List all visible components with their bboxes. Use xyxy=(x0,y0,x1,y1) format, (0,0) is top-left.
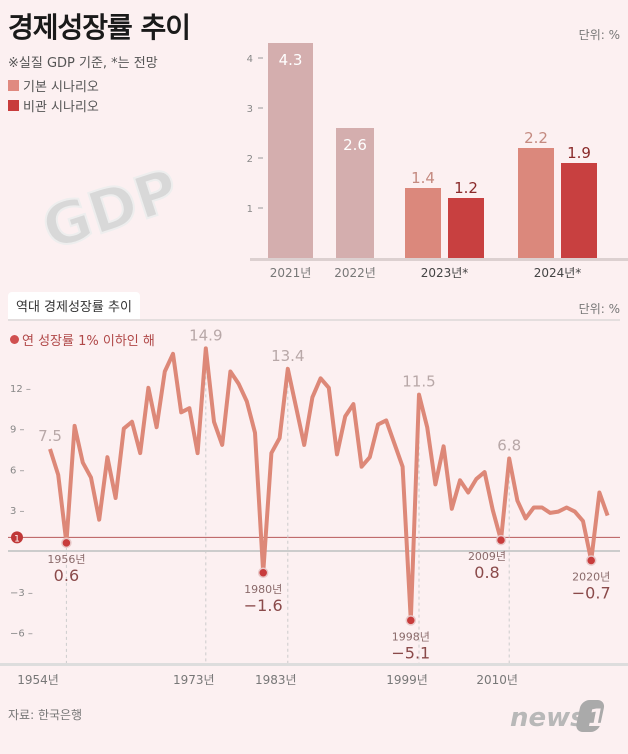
growth-line xyxy=(48,346,610,623)
legend-label: 비관 시나리오 xyxy=(23,100,99,115)
y-tick-label: 3 xyxy=(247,104,253,115)
low-year-dot xyxy=(585,555,597,566)
bar-pessimistic xyxy=(561,163,597,258)
bar-value-label: 4.3 xyxy=(279,51,303,69)
y-tick-label: 9 – xyxy=(10,425,25,436)
low-year-dot xyxy=(405,615,417,626)
peak-label: 6.8 xyxy=(497,437,521,455)
legend-pess: 비관 시나리오 xyxy=(8,96,99,115)
y-tick-label: −3 – xyxy=(10,588,33,599)
low-year-label: 1956년 xyxy=(47,553,85,566)
low-value-label: −0.7 xyxy=(572,584,611,603)
x-category-label: 2021년 xyxy=(270,266,312,280)
y-tick-label: 2 xyxy=(247,154,253,165)
x-tick-label: 1983년 xyxy=(255,673,297,687)
unit-label: 단위: % xyxy=(578,302,620,316)
peak-label: 13.4 xyxy=(271,347,304,365)
legend-swatch-base xyxy=(8,80,19,91)
x-category-label: 2024년* xyxy=(534,266,582,280)
y-tick-label: −6 – xyxy=(10,629,33,640)
legend-label: 기본 시나리오 xyxy=(23,80,99,95)
source: 자료: 한국은행 xyxy=(8,708,83,722)
low-year-label: 2009년 xyxy=(468,550,506,563)
bar-value-label: 2.2 xyxy=(524,129,548,147)
y-tick-label: 3 – xyxy=(10,506,25,517)
bar-value-label: 2.6 xyxy=(343,136,367,154)
x-category-label: 2022년 xyxy=(334,266,376,280)
x-tick-label: 1954년 xyxy=(17,673,59,687)
bar-baseline xyxy=(250,258,628,261)
gdp-graphic: GDP xyxy=(34,156,187,263)
bar-base xyxy=(268,43,313,258)
low-year-dot xyxy=(257,567,269,579)
y-tick-label: 4 xyxy=(247,54,253,65)
x-tick-label: 1973년 xyxy=(173,673,215,687)
unit-label: 단위: % xyxy=(578,28,620,42)
low-year-dot xyxy=(495,534,507,546)
bar-value-label: 1.4 xyxy=(411,169,435,187)
bar-value-label: 1.9 xyxy=(567,144,591,162)
y-tick-label: 12 – xyxy=(10,384,31,395)
bar-value-label: 1.2 xyxy=(454,179,478,197)
low-value-label: −1.6 xyxy=(244,596,283,615)
legend-label: 연 성장률 1% 이하인 해 xyxy=(22,334,155,349)
low-year-dot xyxy=(61,537,72,549)
bar-base xyxy=(518,148,554,258)
y-tick-label: 1 xyxy=(247,204,253,215)
bar-base xyxy=(336,128,374,258)
peak-label: 14.9 xyxy=(189,326,222,344)
logo-graphic: news 1 xyxy=(510,700,605,733)
x-axis-line xyxy=(0,663,628,666)
peak-label: 7.5 xyxy=(38,427,62,445)
peak-label: 11.5 xyxy=(402,373,435,391)
x-category-label: 2023년* xyxy=(421,266,469,280)
x-tick-label: 1999년 xyxy=(386,673,428,687)
section-title: 역대 경제성장률 추이 xyxy=(8,292,140,319)
low-year-legend: 연 성장률 1% 이하인 해 xyxy=(10,330,155,349)
zero-line xyxy=(8,550,620,552)
svg-text:news: news xyxy=(510,703,586,733)
x-tick-label: 2010년 xyxy=(476,673,518,687)
low-value-label: 0.6 xyxy=(54,566,79,585)
news1-logo: news 1 xyxy=(510,698,610,738)
bar-pessimistic xyxy=(448,198,484,258)
legend-base: 기본 시나리오 xyxy=(8,76,99,95)
low-value-label: −5.1 xyxy=(391,643,430,662)
low-year-label: 1980년 xyxy=(244,583,282,596)
y-tick-label: 6 – xyxy=(10,465,25,476)
low-year-label: 1998년 xyxy=(392,630,430,643)
note: ※실질 GDP 기준, *는 전망 xyxy=(8,56,158,71)
legend-swatch-pess xyxy=(8,100,19,111)
page-title: 경제성장률 추이 xyxy=(8,11,191,44)
low-value-label: 0.8 xyxy=(474,563,499,582)
bar-base xyxy=(405,188,441,258)
threshold-marker xyxy=(11,531,23,544)
threshold-label: 1 xyxy=(14,534,20,544)
low-year-label: 2020년 xyxy=(572,571,610,584)
dot-icon xyxy=(10,335,19,344)
svg-text:1: 1 xyxy=(588,704,605,732)
